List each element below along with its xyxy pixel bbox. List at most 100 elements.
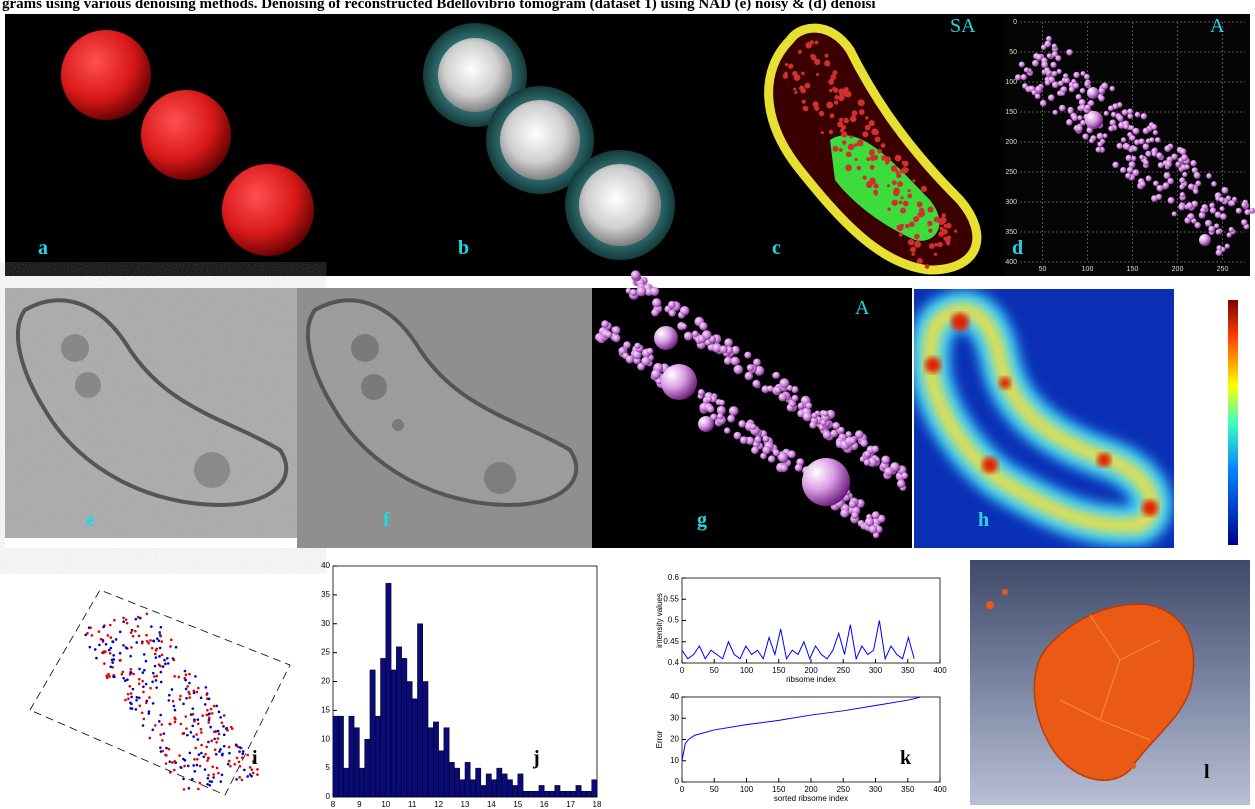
point [193, 758, 196, 761]
point [194, 747, 197, 750]
point [106, 677, 109, 680]
point [112, 654, 115, 657]
ribosome [779, 378, 789, 388]
point [196, 758, 199, 761]
ribosome [1035, 93, 1041, 99]
ribosome [681, 323, 687, 329]
point [206, 783, 209, 786]
corner-label: A [1210, 15, 1225, 37]
ribosome [1110, 86, 1115, 91]
ribosome [942, 213, 946, 217]
x-tick-label: 18 [593, 800, 602, 809]
ribosome [1153, 130, 1158, 135]
ribosome [869, 178, 876, 185]
ribosome [1021, 74, 1027, 80]
x-tick-label: 100 [1082, 266, 1094, 273]
ribosome [1120, 167, 1126, 173]
ribosome [1135, 112, 1141, 118]
point [172, 700, 175, 703]
point [193, 718, 196, 721]
ribosome [1121, 137, 1126, 142]
point [159, 733, 162, 736]
point [212, 773, 215, 776]
point [192, 764, 195, 767]
ribosome [641, 357, 650, 366]
x-tick-label: 150 [1127, 266, 1139, 273]
point [210, 708, 213, 711]
ribosome [1130, 135, 1136, 141]
point [154, 665, 157, 668]
bar [470, 780, 475, 797]
point [95, 657, 98, 660]
ribosome [1098, 95, 1104, 101]
ribosome [1050, 62, 1056, 68]
ribosome [891, 165, 898, 172]
ribosome [707, 405, 714, 412]
panel-i-image [30, 590, 290, 795]
bar [518, 774, 523, 797]
panel-label: k [900, 747, 912, 769]
point [183, 788, 186, 791]
ribosome [1032, 60, 1039, 67]
ribosome [834, 100, 838, 104]
ribosome [866, 157, 870, 161]
ribosome [842, 140, 847, 145]
point [256, 773, 259, 776]
ribosome [727, 415, 735, 423]
ribosome [1061, 86, 1067, 92]
ribosome [740, 436, 748, 444]
x-tick-label: 50 [1039, 266, 1047, 273]
ribosome [909, 240, 913, 244]
ribosome [864, 459, 871, 466]
point [207, 774, 210, 777]
ribosome [815, 41, 819, 45]
point [148, 696, 151, 699]
ribosome [875, 136, 881, 142]
point [175, 646, 178, 649]
point [183, 765, 186, 768]
ribosome [887, 208, 891, 212]
ribosome [903, 201, 909, 207]
point [231, 727, 234, 730]
ribosome [806, 402, 813, 409]
ribosome [892, 180, 897, 185]
ribosome [865, 116, 868, 119]
ribosome [1019, 61, 1025, 67]
bar [423, 682, 428, 798]
bar [428, 728, 433, 797]
point [219, 716, 222, 719]
ribosome [873, 183, 878, 188]
ribosome [799, 85, 804, 90]
large-sphere [1199, 234, 1211, 246]
point [233, 763, 236, 766]
point [205, 746, 208, 749]
point [191, 725, 194, 728]
point [208, 716, 211, 719]
point [205, 686, 208, 689]
point [193, 770, 196, 773]
x-tick-label: 9 [357, 800, 362, 809]
ribosome [919, 210, 925, 216]
ribosome [839, 148, 843, 152]
point [203, 755, 206, 758]
point [145, 660, 148, 663]
bar [391, 670, 396, 797]
bar [412, 699, 417, 797]
point [180, 723, 183, 726]
ribosome [900, 208, 906, 214]
ribosome [794, 91, 797, 94]
ribosome [1153, 181, 1159, 187]
ribosome [1249, 208, 1255, 214]
point [145, 683, 148, 686]
point [91, 634, 94, 637]
point [223, 733, 226, 736]
point [125, 618, 128, 621]
point [184, 715, 187, 718]
ribosome [1241, 219, 1247, 225]
point [206, 759, 209, 762]
point [239, 746, 242, 749]
ribosome [1126, 155, 1133, 162]
ribosome [668, 301, 676, 309]
ribosome [881, 456, 890, 465]
point [131, 707, 134, 710]
